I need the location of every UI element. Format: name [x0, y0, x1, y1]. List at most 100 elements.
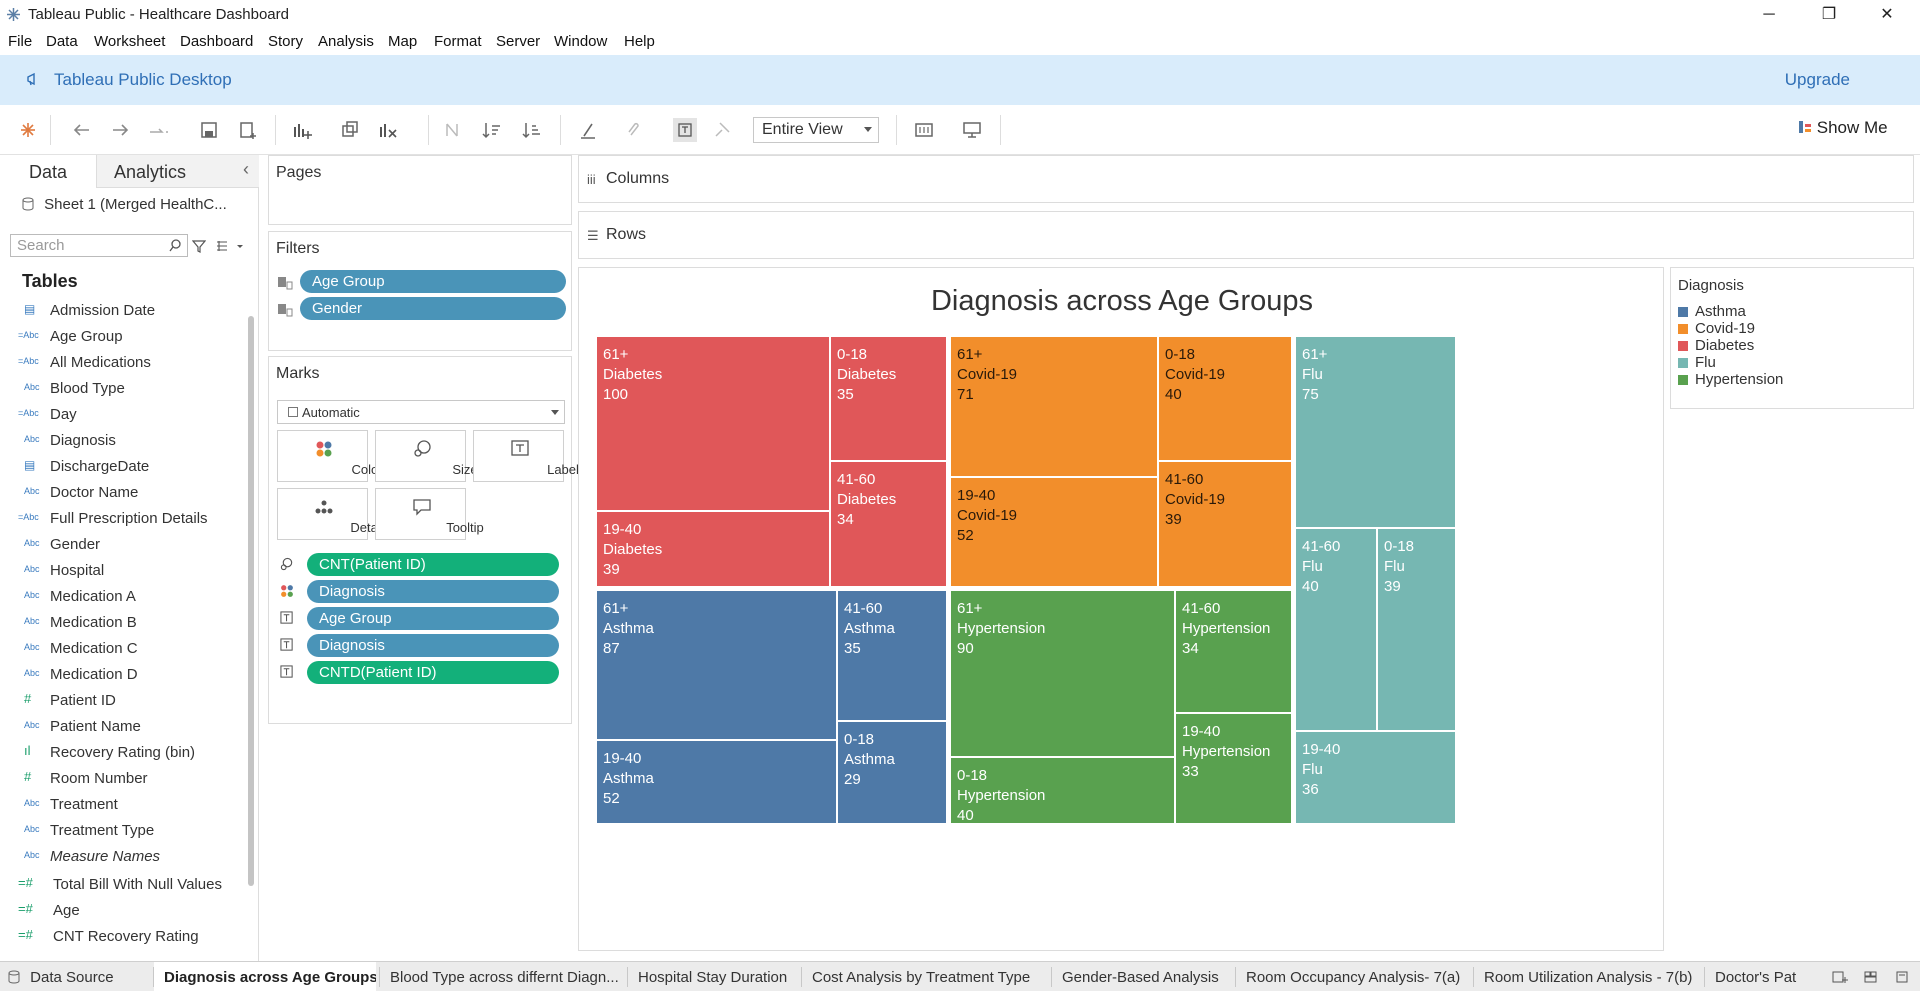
marks-pill[interactable]: Diagnosis — [307, 580, 559, 603]
treemap-tile[interactable]: 0-18 Flu 39 — [1377, 528, 1456, 731]
treemap-tile[interactable]: 61+ Covid-19 71 — [950, 336, 1158, 477]
marks-color-button[interactable]: Color — [277, 430, 383, 482]
field-item[interactable]: =Abc Day — [0, 402, 245, 428]
attach-icon[interactable] — [622, 118, 646, 142]
treemap-tile[interactable]: 41-60 Flu 40 — [1295, 528, 1377, 731]
treemap-tile[interactable]: 19-40 Covid-19 52 — [950, 477, 1158, 587]
field-item[interactable]: Abc Diagnosis — [0, 428, 245, 454]
sheet-tab[interactable]: Diagnosis across Age Groups — [154, 962, 376, 992]
duplicate-sheet-icon[interactable] — [338, 118, 362, 142]
menu-dashboard[interactable]: Dashboard — [180, 33, 254, 50]
field-item[interactable]: Abc Medication C — [0, 636, 245, 662]
sheet-tab[interactable]: Cost Analysis by Treatment Type — [812, 969, 1031, 986]
treemap-tile[interactable]: 0-18 Asthma 29 — [837, 721, 947, 824]
data-pane-scrollbar[interactable] — [248, 316, 254, 886]
filters-card[interactable]: Filters Age Group Gender — [268, 231, 572, 351]
marks-pill[interactable]: Age Group — [307, 607, 559, 630]
data-source-item[interactable]: Sheet 1 (Merged HealthC... — [22, 196, 227, 213]
field-item[interactable]: Abc Patient Name — [0, 714, 245, 740]
menu-window[interactable]: Window — [554, 33, 608, 50]
field-item[interactable]: Abc Hospital — [0, 558, 245, 584]
restore-button[interactable]: ❐ — [1821, 6, 1837, 23]
treemap-tile[interactable]: 41-60 Hypertension 34 — [1175, 590, 1292, 713]
treemap-tile[interactable]: 19-40 Flu 36 — [1295, 731, 1456, 824]
field-item[interactable]: # Patient ID — [0, 688, 245, 714]
undo-icon[interactable] — [70, 118, 94, 142]
marks-pill[interactable]: Diagnosis — [307, 634, 559, 657]
mark-type-dropdown[interactable]: Automatic — [277, 400, 565, 424]
field-item[interactable]: Abc Medication B — [0, 610, 245, 636]
treemap-tile[interactable]: 41-60 Diabetes 34 — [830, 461, 947, 587]
menu-help[interactable]: Help — [624, 33, 655, 50]
menu-data[interactable]: Data — [46, 33, 78, 50]
field-item[interactable]: Abc Measure Names — [0, 844, 245, 870]
menu-story[interactable]: Story — [268, 33, 304, 50]
minimize-button[interactable]: ─ — [1763, 6, 1775, 23]
marks-pill[interactable]: CNTD(Patient ID) — [307, 661, 559, 684]
treemap-tile[interactable]: 19-40 Asthma 52 — [596, 740, 837, 824]
marks-size-button[interactable]: Size — [375, 430, 478, 482]
treemap-tile[interactable]: 41-60 Asthma 35 — [837, 590, 947, 721]
clear-sheet-icon[interactable] — [376, 118, 400, 142]
save-icon[interactable] — [197, 118, 221, 142]
sheet-tab[interactable]: Room Occupancy Analysis- 7(a) — [1246, 969, 1461, 986]
marks-label-button[interactable]: Label — [473, 430, 579, 482]
tab-analytics[interactable]: Analytics ‹ — [96, 155, 259, 188]
new-dashboard-tab-icon[interactable] — [1864, 970, 1880, 984]
field-item[interactable]: Abc Blood Type — [0, 376, 245, 402]
menu-format[interactable]: Format — [434, 33, 482, 50]
collapse-pane-icon[interactable]: ‹ — [243, 159, 249, 179]
sheet-tab[interactable]: Room Utilization Analysis - 7(b) — [1484, 969, 1693, 986]
highlight-icon[interactable] — [576, 118, 600, 142]
treemap-tile[interactable]: 19-40 Diabetes 39 — [596, 511, 830, 587]
sort-ascending-icon[interactable] — [480, 118, 504, 142]
presentation-mode-icon[interactable] — [960, 118, 984, 142]
sheet-tab[interactable]: Gender-Based Analysis — [1062, 969, 1219, 986]
field-item[interactable]: ıl Recovery Rating (bin) — [0, 740, 245, 766]
show-me-button[interactable]: Show Me — [1798, 118, 1888, 138]
treemap-tile[interactable]: 61+ Hypertension 90 — [950, 590, 1175, 757]
pages-card[interactable]: Pages — [268, 155, 572, 225]
tableau-home-icon[interactable] — [16, 118, 40, 142]
replay-icon[interactable] — [146, 118, 170, 142]
filter-pill-age-group[interactable]: Age Group — [300, 270, 566, 293]
field-item[interactable]: Abc Treatment Type — [0, 818, 245, 844]
data-source-tab[interactable]: Data Source — [8, 962, 114, 992]
rows-shelf[interactable]: ☰ Rows — [578, 211, 1914, 259]
treemap-tile[interactable]: 61+ Asthma 87 — [596, 590, 837, 740]
field-item[interactable]: =# Total Bill With Null Values — [0, 872, 245, 898]
show-cards-icon[interactable] — [912, 118, 936, 142]
treemap-tile[interactable]: 0-18 Diabetes 35 — [830, 336, 947, 461]
treemap-tile[interactable]: 19-40 Hypertension 33 — [1175, 713, 1292, 824]
treemap-tile[interactable]: 61+ Flu 75 — [1295, 336, 1456, 528]
field-item[interactable]: Abc Medication A — [0, 584, 245, 610]
field-item[interactable]: =Abc Full Prescription Details — [0, 506, 245, 532]
menu-file[interactable]: File — [8, 33, 33, 50]
redo-icon[interactable] — [108, 118, 132, 142]
field-item[interactable]: # Room Number — [0, 766, 245, 792]
new-worksheet-icon[interactable] — [290, 118, 314, 142]
new-data-source-icon[interactable] — [236, 118, 260, 142]
field-item[interactable]: =Abc All Medications — [0, 350, 245, 376]
filter-pill-gender[interactable]: Gender — [300, 297, 566, 320]
field-item[interactable]: Abc Gender — [0, 532, 245, 558]
sort-descending-icon[interactable] — [520, 118, 544, 142]
menu-map[interactable]: Map — [388, 33, 418, 50]
menu-analysis[interactable]: Analysis — [318, 33, 374, 50]
filter-icon[interactable] — [192, 239, 206, 253]
marks-detail-button[interactable]: Detail — [277, 488, 384, 540]
treemap-tile[interactable]: 0-18 Hypertension 40 — [950, 757, 1175, 824]
sheet-tab[interactable]: Hospital Stay Duration — [638, 969, 788, 986]
field-item[interactable]: ▤ Admission Date — [0, 298, 245, 324]
marks-pill[interactable]: CNT(Patient ID) — [307, 553, 559, 576]
pin-icon[interactable] — [710, 118, 734, 142]
field-item[interactable]: =# Age — [0, 898, 245, 924]
new-worksheet-tab-icon[interactable] — [1832, 970, 1848, 984]
treemap-tile[interactable]: 61+ Diabetes 100 — [596, 336, 830, 511]
new-story-tab-icon[interactable] — [1896, 970, 1912, 984]
fit-dropdown[interactable]: Entire View — [753, 117, 879, 143]
show-mark-labels-icon[interactable] — [673, 118, 697, 142]
field-item[interactable]: Abc Treatment — [0, 792, 245, 818]
field-item[interactable]: =# CNT Recovery Rating — [0, 924, 245, 950]
sheet-tab[interactable]: Blood Type across differnt Diagn... — [390, 969, 619, 986]
